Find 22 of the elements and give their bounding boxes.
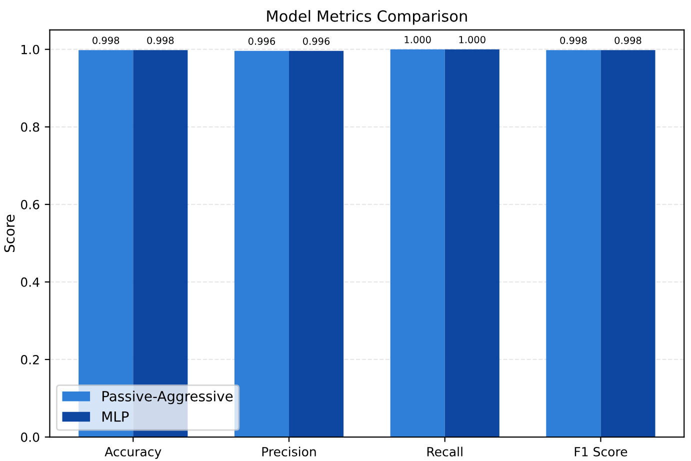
data-label: 0.998 xyxy=(560,36,587,44)
data-label: 1.000 xyxy=(459,36,486,44)
data-label: 0.996 xyxy=(302,37,330,45)
x-tick-label: Precision xyxy=(262,446,316,456)
data-label: 0.998 xyxy=(92,36,120,44)
x-tick-label: Recall xyxy=(427,446,462,456)
y-axis-title: Score xyxy=(4,214,15,252)
x-tick-label: F1 Score xyxy=(574,446,628,456)
y-tick-label: 1.0 xyxy=(22,44,40,54)
data-label: 0.998 xyxy=(614,36,642,44)
x-tick-label: Accuracy xyxy=(104,447,162,459)
data-label: 0.998 xyxy=(147,36,174,44)
data-label: 1.000 xyxy=(404,36,431,44)
legend-label: Passive-Aggressive xyxy=(102,390,233,404)
y-tick-label: 0.4 xyxy=(20,277,40,287)
y-tick-label: 0.6 xyxy=(20,200,40,210)
legend-label: MLP xyxy=(102,412,129,422)
y-tick-label: 0.8 xyxy=(20,122,40,132)
chart-title: Model Metrics Comparison xyxy=(267,10,467,25)
y-tick-label: 0.0 xyxy=(20,432,40,442)
y-tick-label: 0.2 xyxy=(20,354,39,364)
data-label: 0.996 xyxy=(248,37,276,45)
